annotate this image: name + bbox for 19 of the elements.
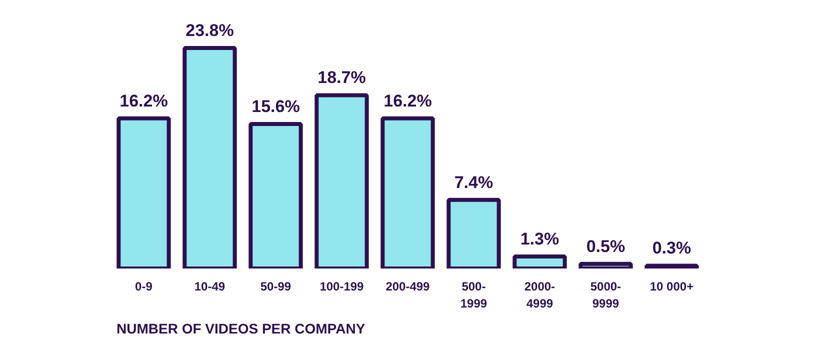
x-tick-label: 100-199 — [320, 280, 364, 294]
data-label: 15.6% — [252, 96, 300, 116]
data-label: 18.7% — [318, 68, 366, 88]
x-tick-label: 10 000+ — [650, 280, 694, 294]
x-tick-label: 200-499 — [386, 280, 430, 294]
data-label: 16.2% — [120, 91, 168, 110]
x-tick-label: 0-9 — [135, 280, 153, 294]
data-label: 23.8% — [186, 20, 234, 40]
x-tick-label: 2000- 4999 — [524, 280, 556, 310]
x-axis-title: NUMBER OF VIDEOS PER COMPANY — [116, 320, 366, 336]
data-label: 1.3% — [520, 229, 560, 248]
data-label: 16.2% — [384, 91, 432, 110]
data-label: 0.3% — [652, 238, 692, 258]
x-tick-label: 5000- 9999 — [590, 280, 622, 310]
x-tick-label: 50-99 — [260, 280, 292, 294]
data-label: 7.4% — [454, 172, 494, 192]
x-tick-label: 10-49 — [194, 280, 226, 294]
data-label: 0.5% — [586, 236, 626, 256]
x-tick-label: 500- 1999 — [460, 280, 488, 310]
